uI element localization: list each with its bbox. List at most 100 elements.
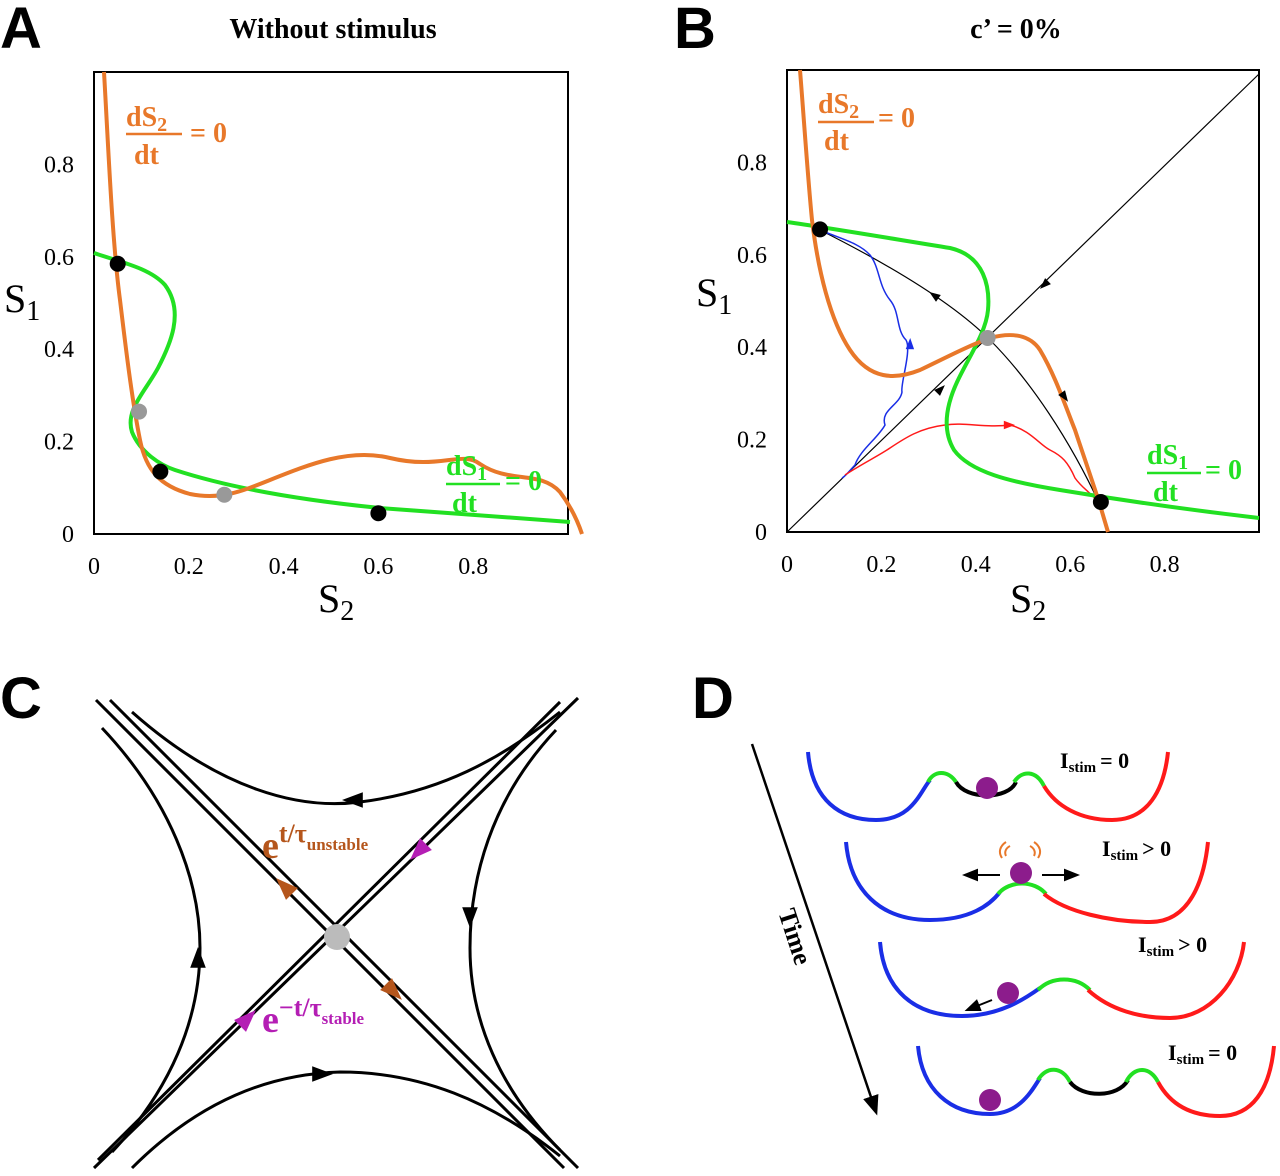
panel-b-xlabel-main: S	[1010, 576, 1032, 621]
panel-b-s1-label-num: dS	[1147, 440, 1178, 471]
stable-arrow	[410, 838, 432, 860]
y-tick-label: 0.6	[44, 245, 74, 271]
panel-a-s1-nullcline	[93, 251, 571, 524]
panel-c-unstable-base: e	[262, 825, 279, 867]
y-tick-label: 0.6	[737, 243, 767, 269]
stable-fixed-point	[370, 505, 387, 522]
panel-letter-b: B	[674, 0, 716, 61]
panel-c-stable-base: e	[262, 999, 279, 1041]
panel-a-s2-label-den: dt	[134, 140, 160, 171]
panel-b-ylabel-main: S	[696, 270, 718, 315]
saddle-fixed-point	[979, 329, 996, 346]
panel-b-ticks: 0 0.2 0.4 0.6 0.8 0 0.2 0.4 0.6 0.8	[737, 150, 1180, 578]
panel-b-arrows	[905, 278, 1068, 430]
y-tick-label: 0.2	[737, 428, 767, 454]
x-tick-label: 0.6	[1055, 552, 1085, 578]
panel-b-ylabel: S1	[696, 270, 732, 321]
panel-a: A Without stimulus 0 0.2 0.4 0.6 0.800.20.40…	[0, 0, 584, 627]
panel-c-saddle-point	[324, 924, 350, 950]
panel-d: D Time Istim = 0 Istim > 0	[692, 666, 1276, 1119]
panel-b-blue-trajectory	[824, 231, 909, 479]
panel-b-xlabel: S2	[1010, 576, 1046, 627]
x-tick-label: 0.6	[363, 554, 393, 580]
panel-d-row-2-ball	[1010, 862, 1032, 884]
panel-a-xlabel: S2	[318, 576, 354, 627]
panel-b-s2-label-rhs: = 0	[878, 103, 915, 134]
panel-c-right-trajectory	[468, 728, 562, 1152]
flow-arrow	[1040, 278, 1051, 289]
svg-text:dS2: dS2	[126, 102, 167, 136]
svg-text:dS2: dS2	[818, 89, 859, 123]
svg-text:Istim> 0: Istim > 0	[1138, 932, 1207, 960]
x-tick-label: 0.2	[174, 554, 204, 580]
panel-a-s1-nullcline-label: dS1 dt = 0	[446, 451, 542, 519]
panel-c: C et/τunstable e−t/τstable	[0, 666, 580, 1170]
flow-arrow	[190, 947, 206, 968]
x-tick-label: 0.2	[866, 552, 896, 578]
panel-a-s2-label-rhs: = 0	[190, 118, 227, 149]
panel-c-unstable-label: et/τunstable	[262, 819, 369, 867]
panel-b-unstable-manifold	[817, 228, 1101, 506]
stable-fixed-point	[109, 255, 126, 272]
y-tick-label: 0.4	[44, 337, 74, 363]
panel-a-ylabel-sub: 1	[26, 296, 40, 327]
panel-d-row-3: Istim > 0	[878, 932, 1246, 1021]
flow-arrow	[342, 792, 363, 808]
saddle-fixed-point	[131, 403, 148, 420]
saddle-fixed-point	[216, 486, 233, 503]
panel-d-row-3-ball	[997, 982, 1019, 1004]
panel-a-title: Without stimulus	[229, 14, 436, 45]
svg-text:et/τunstable: et/τunstable	[262, 819, 369, 867]
y-tick-label: 0	[755, 520, 767, 546]
panel-a-s2-label-num: dS	[126, 102, 157, 133]
panel-c-arrows	[190, 792, 478, 1082]
panel-d-time-arrow	[750, 743, 879, 1116]
panel-c-bottom-trajectory	[130, 1070, 561, 1170]
flow-arrow	[462, 907, 478, 928]
panel-d-row-4: Istim = 0	[916, 1040, 1276, 1119]
panel-a-s1-label-rhs: = 0	[505, 466, 542, 497]
panel-c-stable-label: e−t/τstable	[262, 993, 365, 1041]
panel-a-ticks: 0 0.2 0.4 0.6 0.8 0 0.2 0.4 0.6 0.8	[44, 152, 488, 580]
y-tick-label: 0.8	[44, 152, 74, 178]
x-tick-label: 0	[781, 552, 793, 578]
panel-a-ylabel-main: S	[4, 276, 26, 321]
panel-b-ylabel-sub: 1	[718, 290, 732, 321]
trajectory-arrow	[1003, 420, 1015, 430]
panel-a-fixed-points	[109, 255, 387, 522]
x-tick-label: 0	[88, 554, 100, 580]
panel-b-s1-label-rhs: = 0	[1205, 455, 1242, 486]
panel-a-s1-label-num: dS	[446, 451, 477, 482]
flow-arrow	[312, 1066, 333, 1082]
panel-d-time-label: Time	[772, 905, 817, 968]
svg-text:e−t/τstable: e−t/τstable	[262, 993, 365, 1041]
svg-text:S2: S2	[1010, 576, 1046, 627]
panel-a-s1-label-den: dt	[452, 488, 478, 519]
panel-b-s2-label-den: dt	[824, 126, 850, 157]
x-tick-label: 0.4	[961, 552, 991, 578]
svg-text:Istim= 0: Istim = 0	[1168, 1040, 1237, 1068]
panel-d-row-2: Istim > 0	[844, 836, 1210, 925]
y-tick-label: 0.8	[737, 150, 767, 176]
trajectory-arrow	[905, 338, 915, 350]
panel-b-s1-label-den: dt	[1153, 477, 1179, 508]
x-tick-label: 0.4	[269, 554, 299, 580]
stable-fixed-point	[1092, 493, 1109, 510]
panel-b-diagonal	[786, 73, 1260, 533]
x-tick-label: 0.8	[1150, 552, 1180, 578]
panel-c-top-trajectory	[131, 710, 561, 806]
y-tick-label: 0.4	[737, 335, 767, 361]
panel-d-row-4-ball	[979, 1089, 1001, 1111]
panel-d-row-1-ball	[976, 777, 998, 799]
panel-b: B c’ = 0% 0 0.2 0.4 0.6 0.800.20.40.60.8 S1 …	[674, 0, 1260, 627]
panel-a-s2-nullcline	[102, 71, 584, 535]
x-tick-label: 0.8	[458, 554, 488, 580]
svg-text:S1: S1	[4, 276, 40, 327]
panel-letter-a: A	[0, 0, 42, 61]
stable-arrow	[234, 1010, 256, 1032]
panel-b-axes-frame	[786, 69, 1260, 533]
svg-text:S1: S1	[696, 270, 732, 321]
svg-text:dS1: dS1	[446, 451, 487, 485]
panel-c-left-trajectory	[100, 726, 202, 1154]
